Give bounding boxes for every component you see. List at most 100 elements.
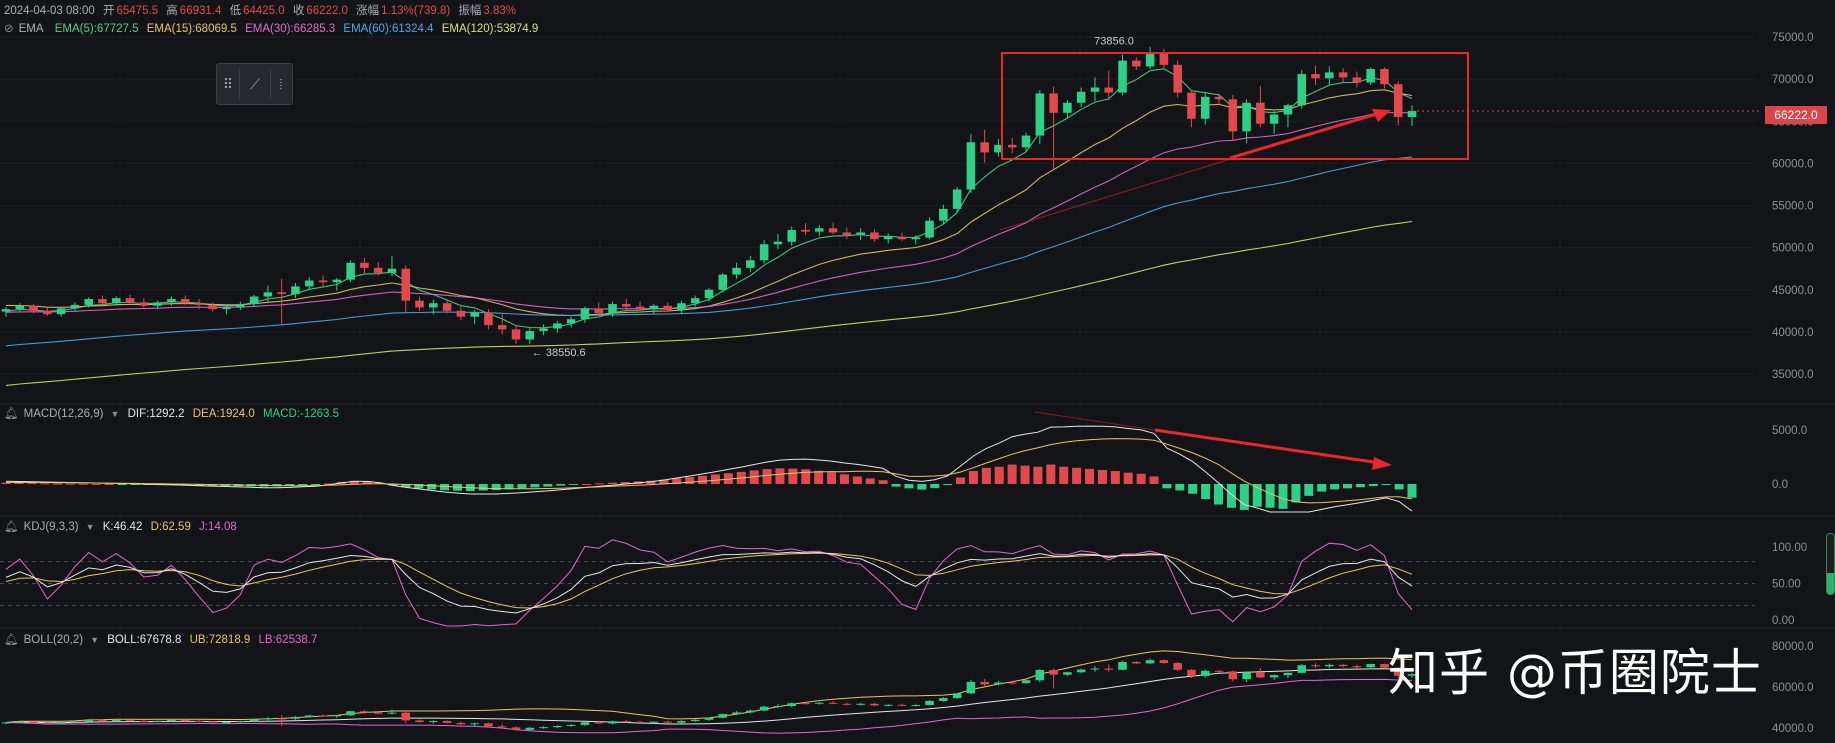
boll-candle	[1104, 668, 1114, 670]
macd-bar	[762, 469, 772, 484]
trend-line-icon[interactable]: ⟋	[250, 75, 260, 92]
macd-bar	[1072, 467, 1082, 484]
bell-icon[interactable]: 🔔︎	[4, 408, 19, 420]
candle	[470, 312, 479, 317]
y-tick-label: 45000.0	[1772, 285, 1814, 297]
boll-mid: BOLL:67678.8	[107, 634, 182, 646]
macd-bar	[401, 484, 411, 488]
boll-ub-line	[5, 650, 1413, 723]
candle	[580, 308, 590, 320]
y-tick-label: 70000.0	[1772, 74, 1814, 86]
candle	[1325, 72, 1334, 79]
boll-candle	[856, 703, 865, 705]
caret-down-icon[interactable]: ▼	[110, 409, 120, 419]
collapse-icon[interactable]: ⊘	[4, 23, 14, 35]
caret-down-icon[interactable]: ▼	[85, 522, 95, 532]
candle	[511, 329, 521, 340]
macd-bar	[569, 484, 579, 485]
boll-candle	[125, 719, 135, 721]
boll-candle	[497, 726, 507, 728]
macd-bar	[1033, 466, 1043, 484]
macd-bar	[1136, 473, 1146, 484]
macd-bar	[91, 483, 101, 485]
boll-candle	[84, 720, 93, 722]
candle	[952, 189, 962, 209]
macd-bar	[504, 484, 514, 490]
boll-candle	[98, 720, 107, 722]
boll-candle	[787, 703, 796, 707]
drag-handle-icon[interactable]: ⠿	[222, 75, 234, 92]
candle	[1228, 99, 1238, 132]
boll-candle	[346, 711, 355, 716]
more-icon[interactable]: ⦙	[279, 75, 283, 92]
candle	[1, 309, 11, 312]
candle	[112, 298, 121, 304]
caret-down-icon[interactable]: ▼	[90, 635, 99, 645]
kdj-legend: 🔔︎ KDJ(9,3,3) ▼ K:46.42 D:62.59 J:14.08	[4, 519, 242, 535]
candle	[1173, 64, 1182, 93]
macd-bar	[182, 484, 192, 486]
macd-bar	[362, 481, 372, 484]
boll-candle	[180, 720, 190, 722]
macd-bar	[839, 474, 849, 484]
candle	[332, 279, 342, 283]
candle	[1187, 92, 1196, 119]
boll-candle	[484, 723, 493, 727]
candle	[966, 142, 976, 190]
boll-candle	[966, 681, 976, 694]
candle	[497, 325, 507, 330]
macd-bar	[285, 484, 295, 486]
candle	[1393, 84, 1403, 118]
boll-candle	[1145, 660, 1155, 664]
boll-candle	[1063, 672, 1072, 675]
boll-candle	[1035, 669, 1045, 681]
boll-candle	[732, 712, 741, 715]
macd-divergence-line	[1034, 411, 1156, 431]
trend-arrow-line	[1229, 111, 1381, 160]
boll-candle	[842, 703, 852, 705]
candle	[194, 303, 204, 305]
boll-lb-line	[5, 678, 1413, 734]
macd-bar	[543, 484, 553, 487]
macd-bar	[620, 482, 630, 484]
boll-candle	[1283, 672, 1293, 676]
candle	[828, 228, 838, 233]
macd-bar	[943, 484, 953, 486]
boll-candle	[194, 721, 204, 723]
bell-icon[interactable]: 🔔︎	[4, 634, 19, 646]
macd-tick-label: 0.0	[1772, 479, 1788, 491]
macd-bar	[130, 484, 140, 485]
candle	[1145, 53, 1155, 67]
candle	[1407, 110, 1417, 118]
boll-candle	[939, 698, 948, 701]
candle	[277, 292, 286, 294]
macd-bar	[968, 471, 978, 484]
candle	[732, 267, 741, 275]
macd-dea-line	[5, 438, 1413, 504]
macd-bar	[1188, 484, 1198, 494]
boll-candle	[167, 720, 176, 722]
macd-bar	[672, 478, 682, 484]
bell-icon[interactable]: 🔔︎	[4, 521, 19, 533]
boll-candle	[1338, 664, 1348, 667]
candle	[442, 303, 452, 311]
boll-candle	[387, 712, 397, 714]
macd-bar	[814, 470, 824, 484]
boll-candle	[1118, 661, 1127, 670]
macd-bar	[904, 484, 914, 489]
kdj-scroll-gauge[interactable]	[1826, 533, 1835, 595]
macd-bar	[1226, 484, 1236, 508]
macd-bar	[427, 484, 437, 490]
boll-candle	[897, 704, 907, 706]
candle	[994, 144, 1003, 153]
boll-candle	[566, 724, 576, 726]
macd-tick-label: 5000.0	[1772, 425, 1807, 437]
candle	[29, 305, 38, 311]
candle	[1035, 93, 1045, 136]
boll-candle	[511, 727, 521, 730]
macd-bar	[1213, 484, 1224, 505]
candle	[925, 220, 934, 238]
macd-bar	[788, 468, 798, 484]
current-price-tag: 66222.0	[1765, 106, 1827, 124]
